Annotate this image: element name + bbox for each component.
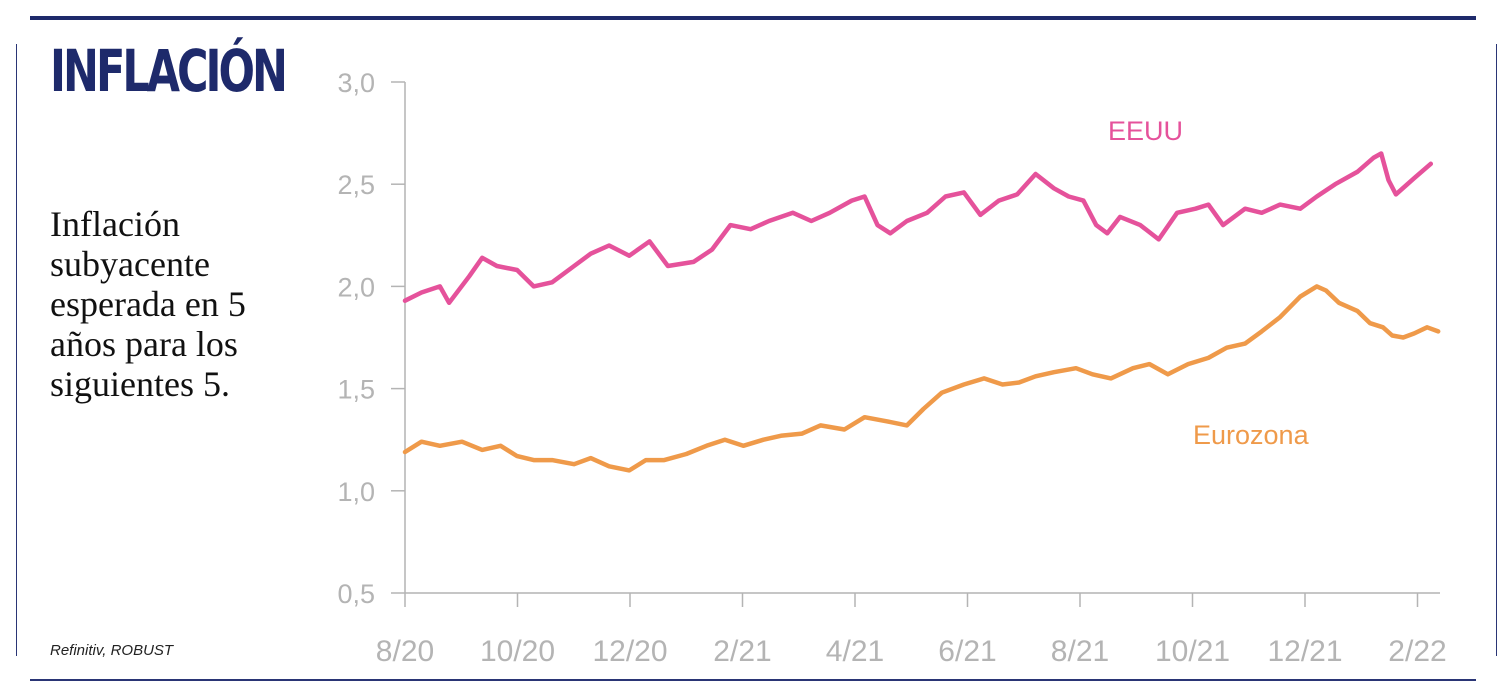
x-tick-label: 12/20 xyxy=(592,635,667,668)
page-title: INFLACIÓN xyxy=(50,37,288,105)
y-tick-label: 2,5 xyxy=(337,170,375,200)
right-rule xyxy=(1496,44,1497,656)
x-tick-label: 2/21 xyxy=(713,635,771,668)
y-tick-label: 2,0 xyxy=(337,272,375,302)
series-line-eurozona xyxy=(402,284,1441,473)
x-tick-label: 8/20 xyxy=(376,635,434,668)
source-note: Refinitiv, ROBUST xyxy=(50,642,174,659)
x-tick-label: 2/22 xyxy=(1388,635,1446,668)
y-tick-label: 1,0 xyxy=(337,477,375,507)
bottom-rule xyxy=(30,679,1476,681)
chart-subtitle: Inflación subyacente esperada en 5 años … xyxy=(50,204,246,404)
y-tick-label: 1,5 xyxy=(337,375,375,405)
x-tick-label: 8/21 xyxy=(1051,635,1109,668)
x-tick-label: 12/21 xyxy=(1267,635,1342,668)
y-tick-label: 0,5 xyxy=(337,579,375,609)
series-label-eurozona: Eurozona xyxy=(1193,420,1310,450)
x-tick-label: 10/21 xyxy=(1155,635,1230,668)
series-line-eeuu xyxy=(402,151,1434,306)
series-label-eeuu: EEUU xyxy=(1108,116,1183,146)
x-tick-label: 4/21 xyxy=(826,635,884,668)
x-tick-label: 6/21 xyxy=(938,635,996,668)
top-rule xyxy=(30,16,1476,20)
left-rule xyxy=(16,44,17,656)
x-tick-label: 10/20 xyxy=(480,635,555,668)
y-tick-label: 3,0 xyxy=(337,68,375,98)
